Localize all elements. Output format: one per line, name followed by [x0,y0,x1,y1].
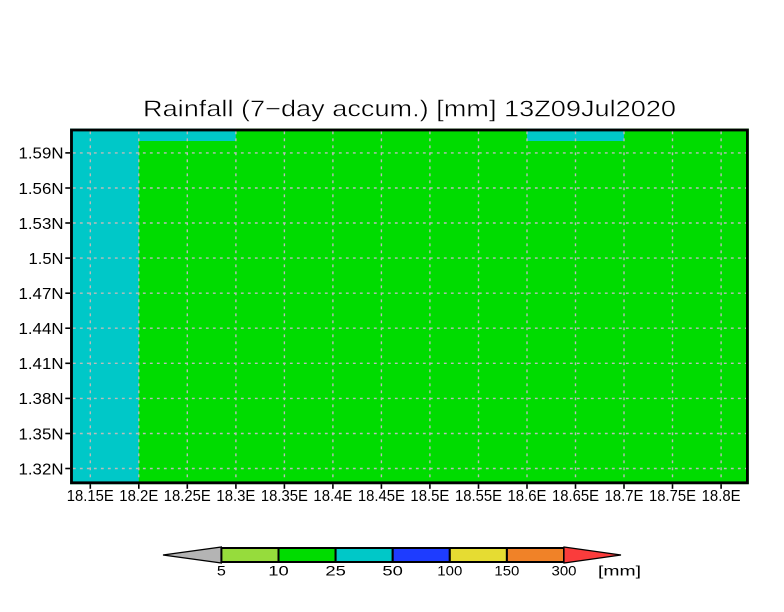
svg-text:100: 100 [437,564,462,579]
svg-text:18.5E: 18.5E [410,488,449,505]
svg-text:1.53N: 1.53N [19,216,64,233]
svg-text:18.45E: 18.45E [358,488,405,505]
svg-text:18.6E: 18.6E [508,488,547,505]
svg-text:10: 10 [268,564,289,579]
svg-text:25: 25 [325,564,346,579]
svg-text:18.15E: 18.15E [67,488,114,505]
svg-text:18.7E: 18.7E [605,488,644,505]
svg-text:18.4E: 18.4E [313,488,352,505]
svg-text:1.59N: 1.59N [19,146,64,163]
svg-text:[mm]: [mm] [598,564,641,579]
svg-text:1.56N: 1.56N [19,181,64,198]
svg-text:1.32N: 1.32N [19,461,64,478]
svg-text:18.2E: 18.2E [119,488,158,505]
svg-text:5: 5 [217,564,226,579]
svg-text:18.75E: 18.75E [649,488,696,505]
svg-text:18.25E: 18.25E [164,488,211,505]
svg-text:50: 50 [382,564,403,579]
svg-text:1.5N: 1.5N [29,251,64,268]
svg-text:1.38N: 1.38N [19,391,64,408]
svg-text:1.44N: 1.44N [19,321,64,338]
svg-text:150: 150 [494,564,519,579]
svg-text:18.65E: 18.65E [552,488,599,505]
svg-text:18.35E: 18.35E [261,488,308,505]
svg-text:Rainfall (7−day accum.) [mm] 1: Rainfall (7−day accum.) [mm] 13Z09Jul202… [143,96,676,122]
svg-text:18.8E: 18.8E [702,488,741,505]
svg-text:1.47N: 1.47N [19,286,64,303]
svg-text:300: 300 [552,564,577,579]
svg-text:1.41N: 1.41N [19,356,64,373]
svg-text:18.55E: 18.55E [455,488,502,505]
svg-text:18.3E: 18.3E [216,488,255,505]
svg-text:1.35N: 1.35N [19,426,64,443]
